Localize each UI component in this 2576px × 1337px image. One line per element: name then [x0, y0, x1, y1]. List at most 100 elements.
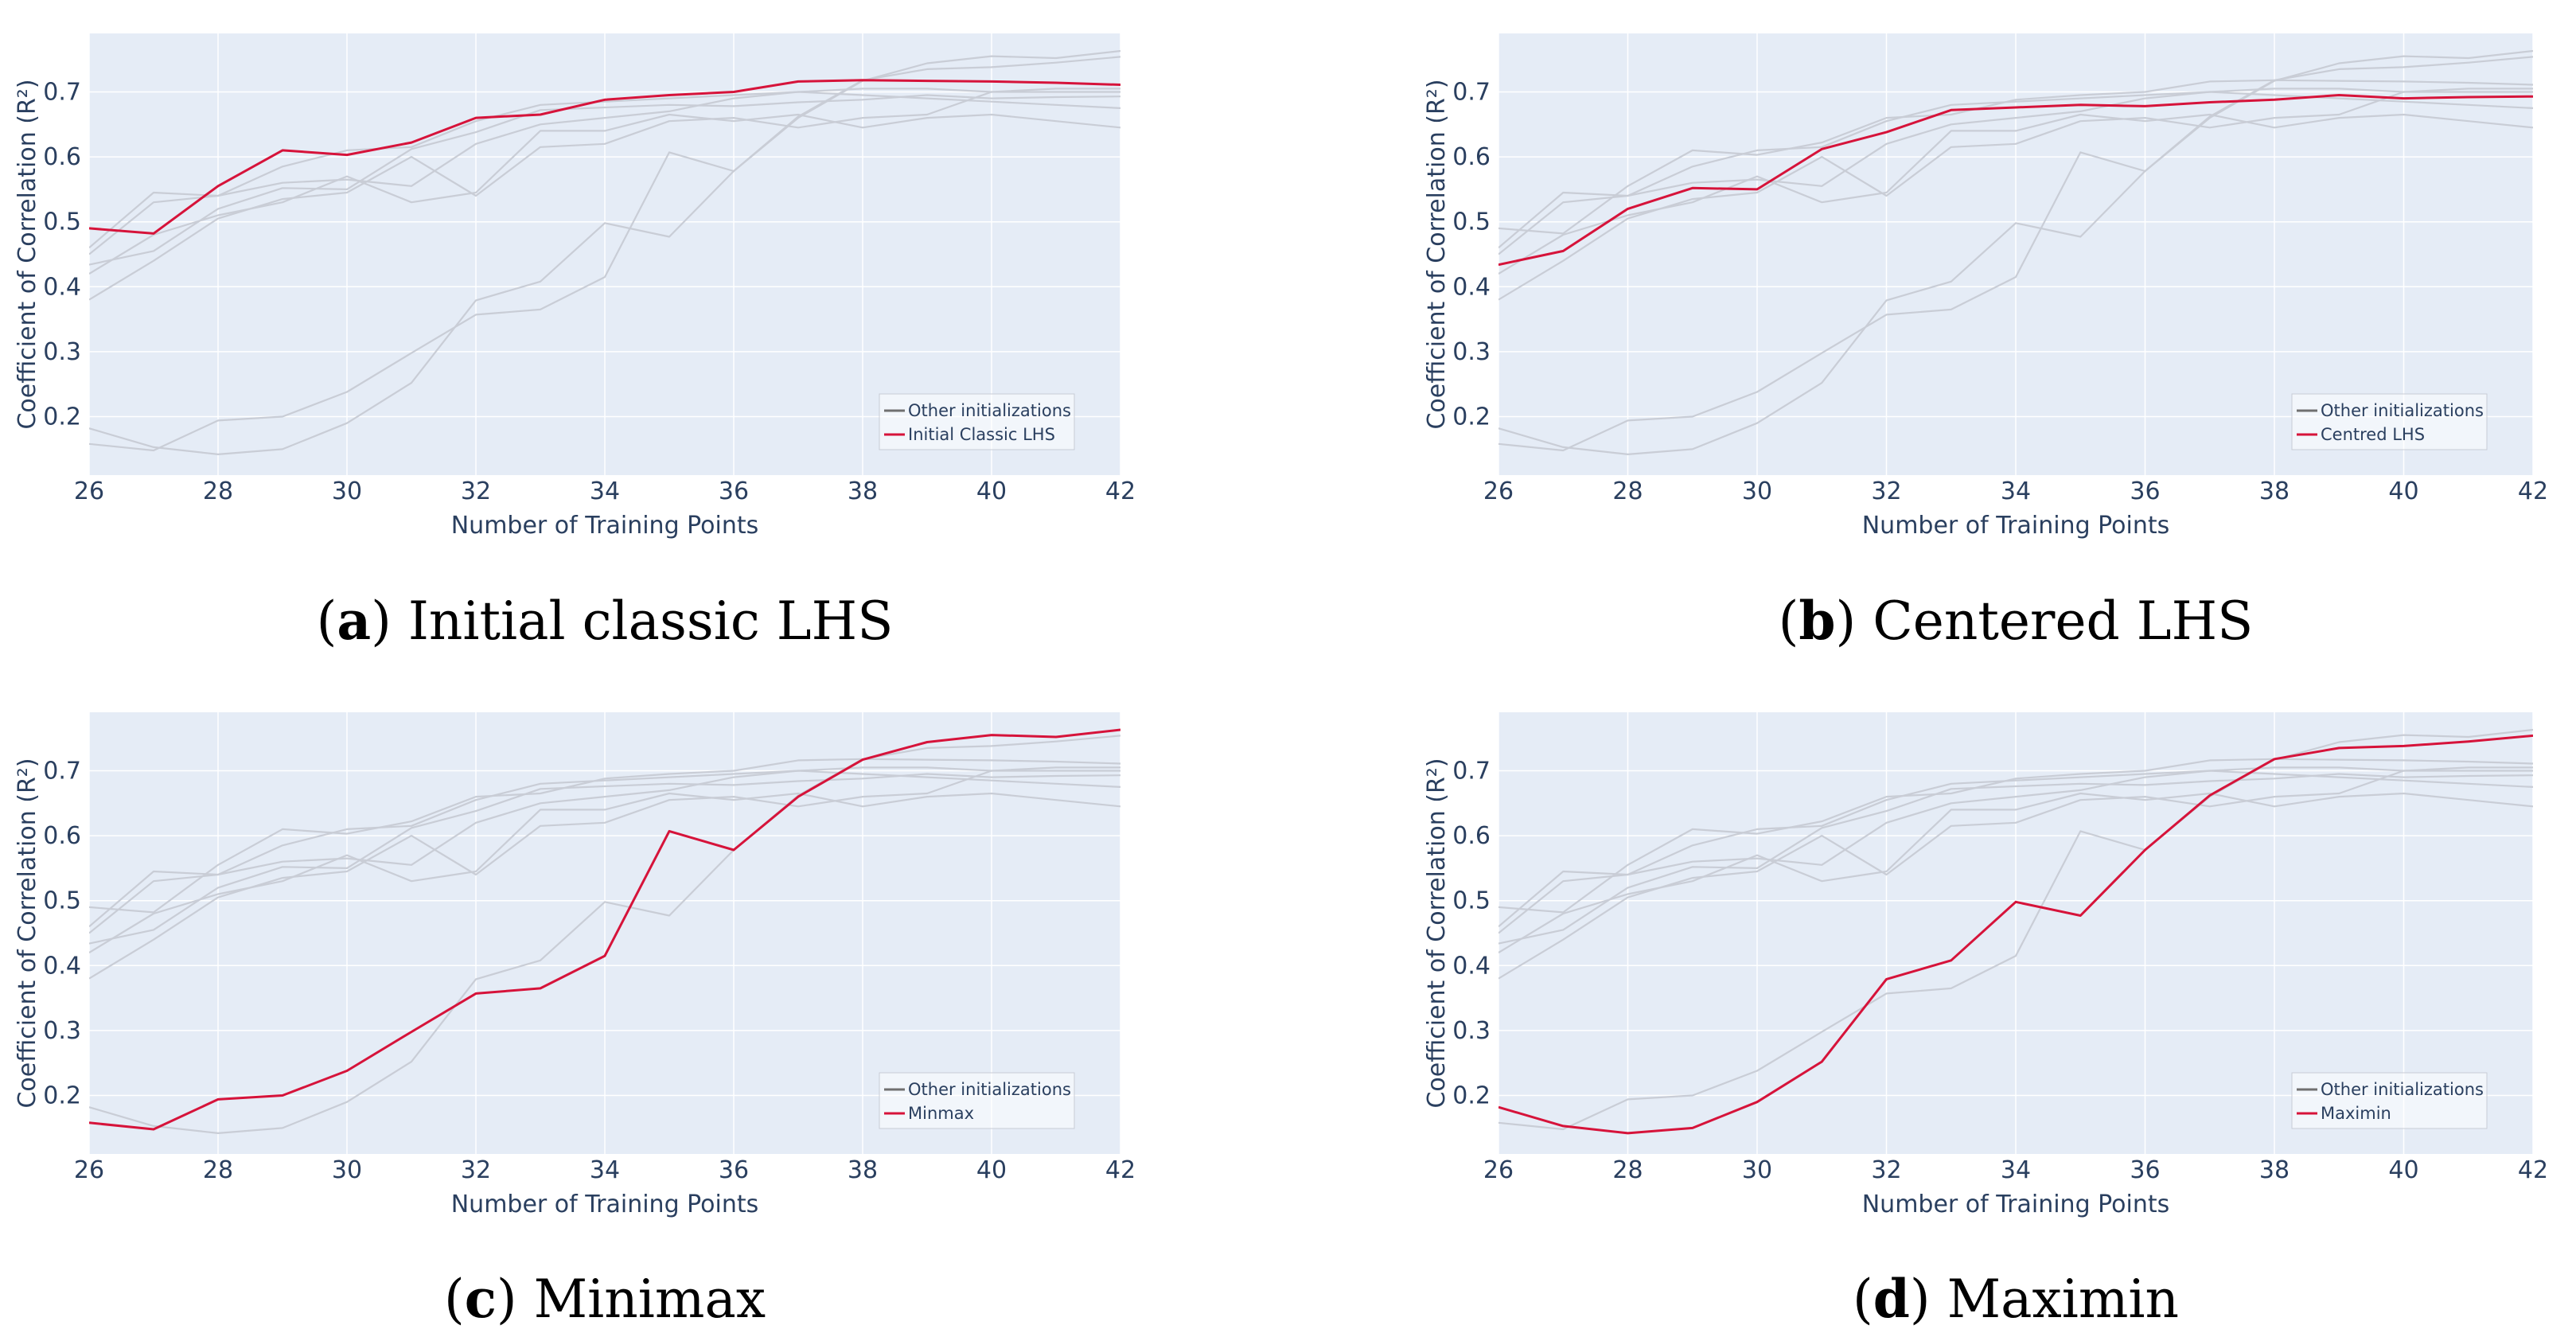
series-lines [89, 49, 1120, 456]
x-tick-label: 28 [203, 1156, 233, 1184]
x-tick-label: 30 [332, 1156, 362, 1184]
y-tick-label: 0.5 [43, 209, 81, 236]
series-line-minmax [1498, 728, 2533, 1131]
x-tick-label: 30 [332, 477, 362, 505]
y-tick-label: 0.6 [1452, 822, 1491, 850]
panel-caption: (a) Initial classic LHS [317, 590, 894, 652]
series-line-minmax [89, 49, 1120, 452]
y-tick-label: 0.4 [43, 273, 81, 301]
legend-label-highlight: Centred LHS [2321, 425, 2425, 444]
series-line-other4 [1498, 91, 2533, 255]
series-line-other1 [1498, 766, 2533, 928]
y-tick-label: 0.6 [43, 822, 81, 850]
series-line-maximin [1498, 56, 2533, 456]
legend-label-highlight: Minmax [908, 1104, 974, 1123]
series-line-other1 [89, 88, 1120, 249]
x-tick-label: 34 [2001, 477, 2031, 505]
series-lines [89, 728, 1120, 1135]
series-line-other2 [89, 766, 1120, 980]
y-tick-label: 0.6 [1452, 143, 1491, 171]
x-tick-label: 36 [2130, 477, 2160, 505]
series-line-other2 [89, 88, 1120, 301]
legend-label-highlight: Initial Classic LHS [908, 425, 1055, 444]
series-line-lhs [1498, 79, 2533, 235]
y-axis-title: Coefficient of Correlation (R²) [14, 79, 41, 429]
series-line-maximin-highlight [1498, 734, 2533, 1135]
series-line-other3 [89, 113, 1120, 275]
x-tick-label: 36 [719, 477, 749, 505]
series-line-maximin [89, 56, 1120, 456]
x-tick-label: 34 [590, 477, 620, 505]
panel-caption: (b) Centered LHS [1779, 590, 2254, 652]
y-tick-label: 0.3 [1452, 1017, 1491, 1045]
x-tick-label: 36 [719, 1156, 749, 1184]
series-line-other1 [89, 766, 1120, 928]
x-axis-title: Number of Training Points [1862, 512, 2170, 540]
y-tick-label: 0.4 [1452, 952, 1491, 980]
x-tick-label: 38 [848, 477, 878, 505]
series-line-minmax-highlight [89, 728, 1120, 1131]
x-tick-label: 40 [976, 1156, 1007, 1184]
series-line-other4 [89, 770, 1120, 934]
series-line-lhs [1498, 758, 2533, 914]
x-tick-label: 26 [1483, 1156, 1514, 1184]
x-axis-title: Number of Training Points [451, 1191, 759, 1218]
series-line-other4 [1498, 770, 2533, 934]
series-line-maximin [89, 735, 1120, 1135]
series-line-centered [1498, 773, 2533, 945]
y-tick-label: 0.7 [43, 78, 81, 106]
x-tick-label: 34 [2001, 1156, 2031, 1184]
y-tick-label: 0.3 [43, 1017, 81, 1045]
x-tick-label: 36 [2130, 1156, 2160, 1184]
legend-label-other: Other initializations [908, 1080, 1071, 1099]
y-tick-label: 0.3 [43, 338, 81, 366]
x-tick-label: 26 [74, 1156, 104, 1184]
y-axis-title: Coefficient of Correlation (R²) [1423, 758, 1451, 1108]
legend [879, 1072, 1075, 1129]
series-line-other2 [1498, 88, 2533, 301]
x-tick-label: 30 [1742, 477, 1772, 505]
x-tick-label: 40 [2388, 477, 2418, 505]
series-lines [1498, 728, 2533, 1135]
chart-panel-d: 26 28 30 32 34 36 38 40 42 0.2 0.3 0.4 0.5 0.6 0.7 Numb… [1423, 712, 2548, 1330]
x-tick-label: 28 [1612, 1156, 1643, 1184]
y-tick-label: 0.7 [43, 757, 81, 785]
legend [2291, 393, 2488, 450]
legend-label-other: Other initializations [2321, 401, 2484, 420]
y-tick-label: 0.7 [1452, 78, 1491, 106]
legend [879, 393, 1075, 450]
x-tick-label: 34 [590, 1156, 620, 1184]
x-tick-label: 40 [2388, 1156, 2418, 1184]
y-axis-title: Coefficient of Correlation (R²) [14, 758, 41, 1108]
y-tick-label: 0.5 [1452, 209, 1491, 236]
x-tick-label: 32 [461, 477, 491, 505]
series-line-centered [89, 773, 1120, 945]
series-line-other1 [1498, 88, 2533, 249]
chart-panel-c: 26 28 30 32 34 36 38 40 42 0.2 0.3 0.4 0.5 0.6 0.7 Numb… [14, 712, 1136, 1330]
chart-panel-a: 26 28 30 32 34 36 38 40 42 0.2 0.3 0.4 0.5 0.6 0.7 Numb… [14, 33, 1136, 652]
x-tick-label: 32 [1871, 1156, 1901, 1184]
y-tick-label: 0.4 [43, 952, 81, 980]
y-tick-label: 0.4 [1452, 273, 1491, 301]
x-tick-label: 38 [848, 1156, 878, 1184]
legend [2291, 1072, 2488, 1129]
x-tick-label: 38 [2259, 1156, 2290, 1184]
x-tick-label: 28 [203, 477, 233, 505]
series-line-centered [89, 94, 1120, 266]
series-line-lhs-highlight [89, 79, 1120, 235]
y-tick-label: 0.5 [43, 887, 81, 915]
legend-label-other: Other initializations [2321, 1080, 2484, 1099]
y-axis-title: Coefficient of Correlation (R²) [1423, 79, 1451, 429]
series-line-other3 [1498, 792, 2533, 953]
y-tick-label: 0.2 [43, 1082, 81, 1110]
series-line-centered-highlight [1498, 94, 2533, 267]
x-tick-label: 26 [1483, 477, 1514, 505]
y-tick-label: 0.5 [1452, 887, 1491, 915]
x-tick-label: 28 [1612, 477, 1643, 505]
chart-panel-b: 26 28 30 32 34 36 38 40 42 0.2 0.3 0.4 0.5 0.6 0.7 Numb… [1423, 33, 2548, 652]
series-line-other3 [89, 792, 1120, 953]
y-tick-label: 0.6 [43, 143, 81, 171]
series-line-other4 [89, 91, 1120, 255]
y-tick-label: 0.2 [1452, 403, 1491, 431]
